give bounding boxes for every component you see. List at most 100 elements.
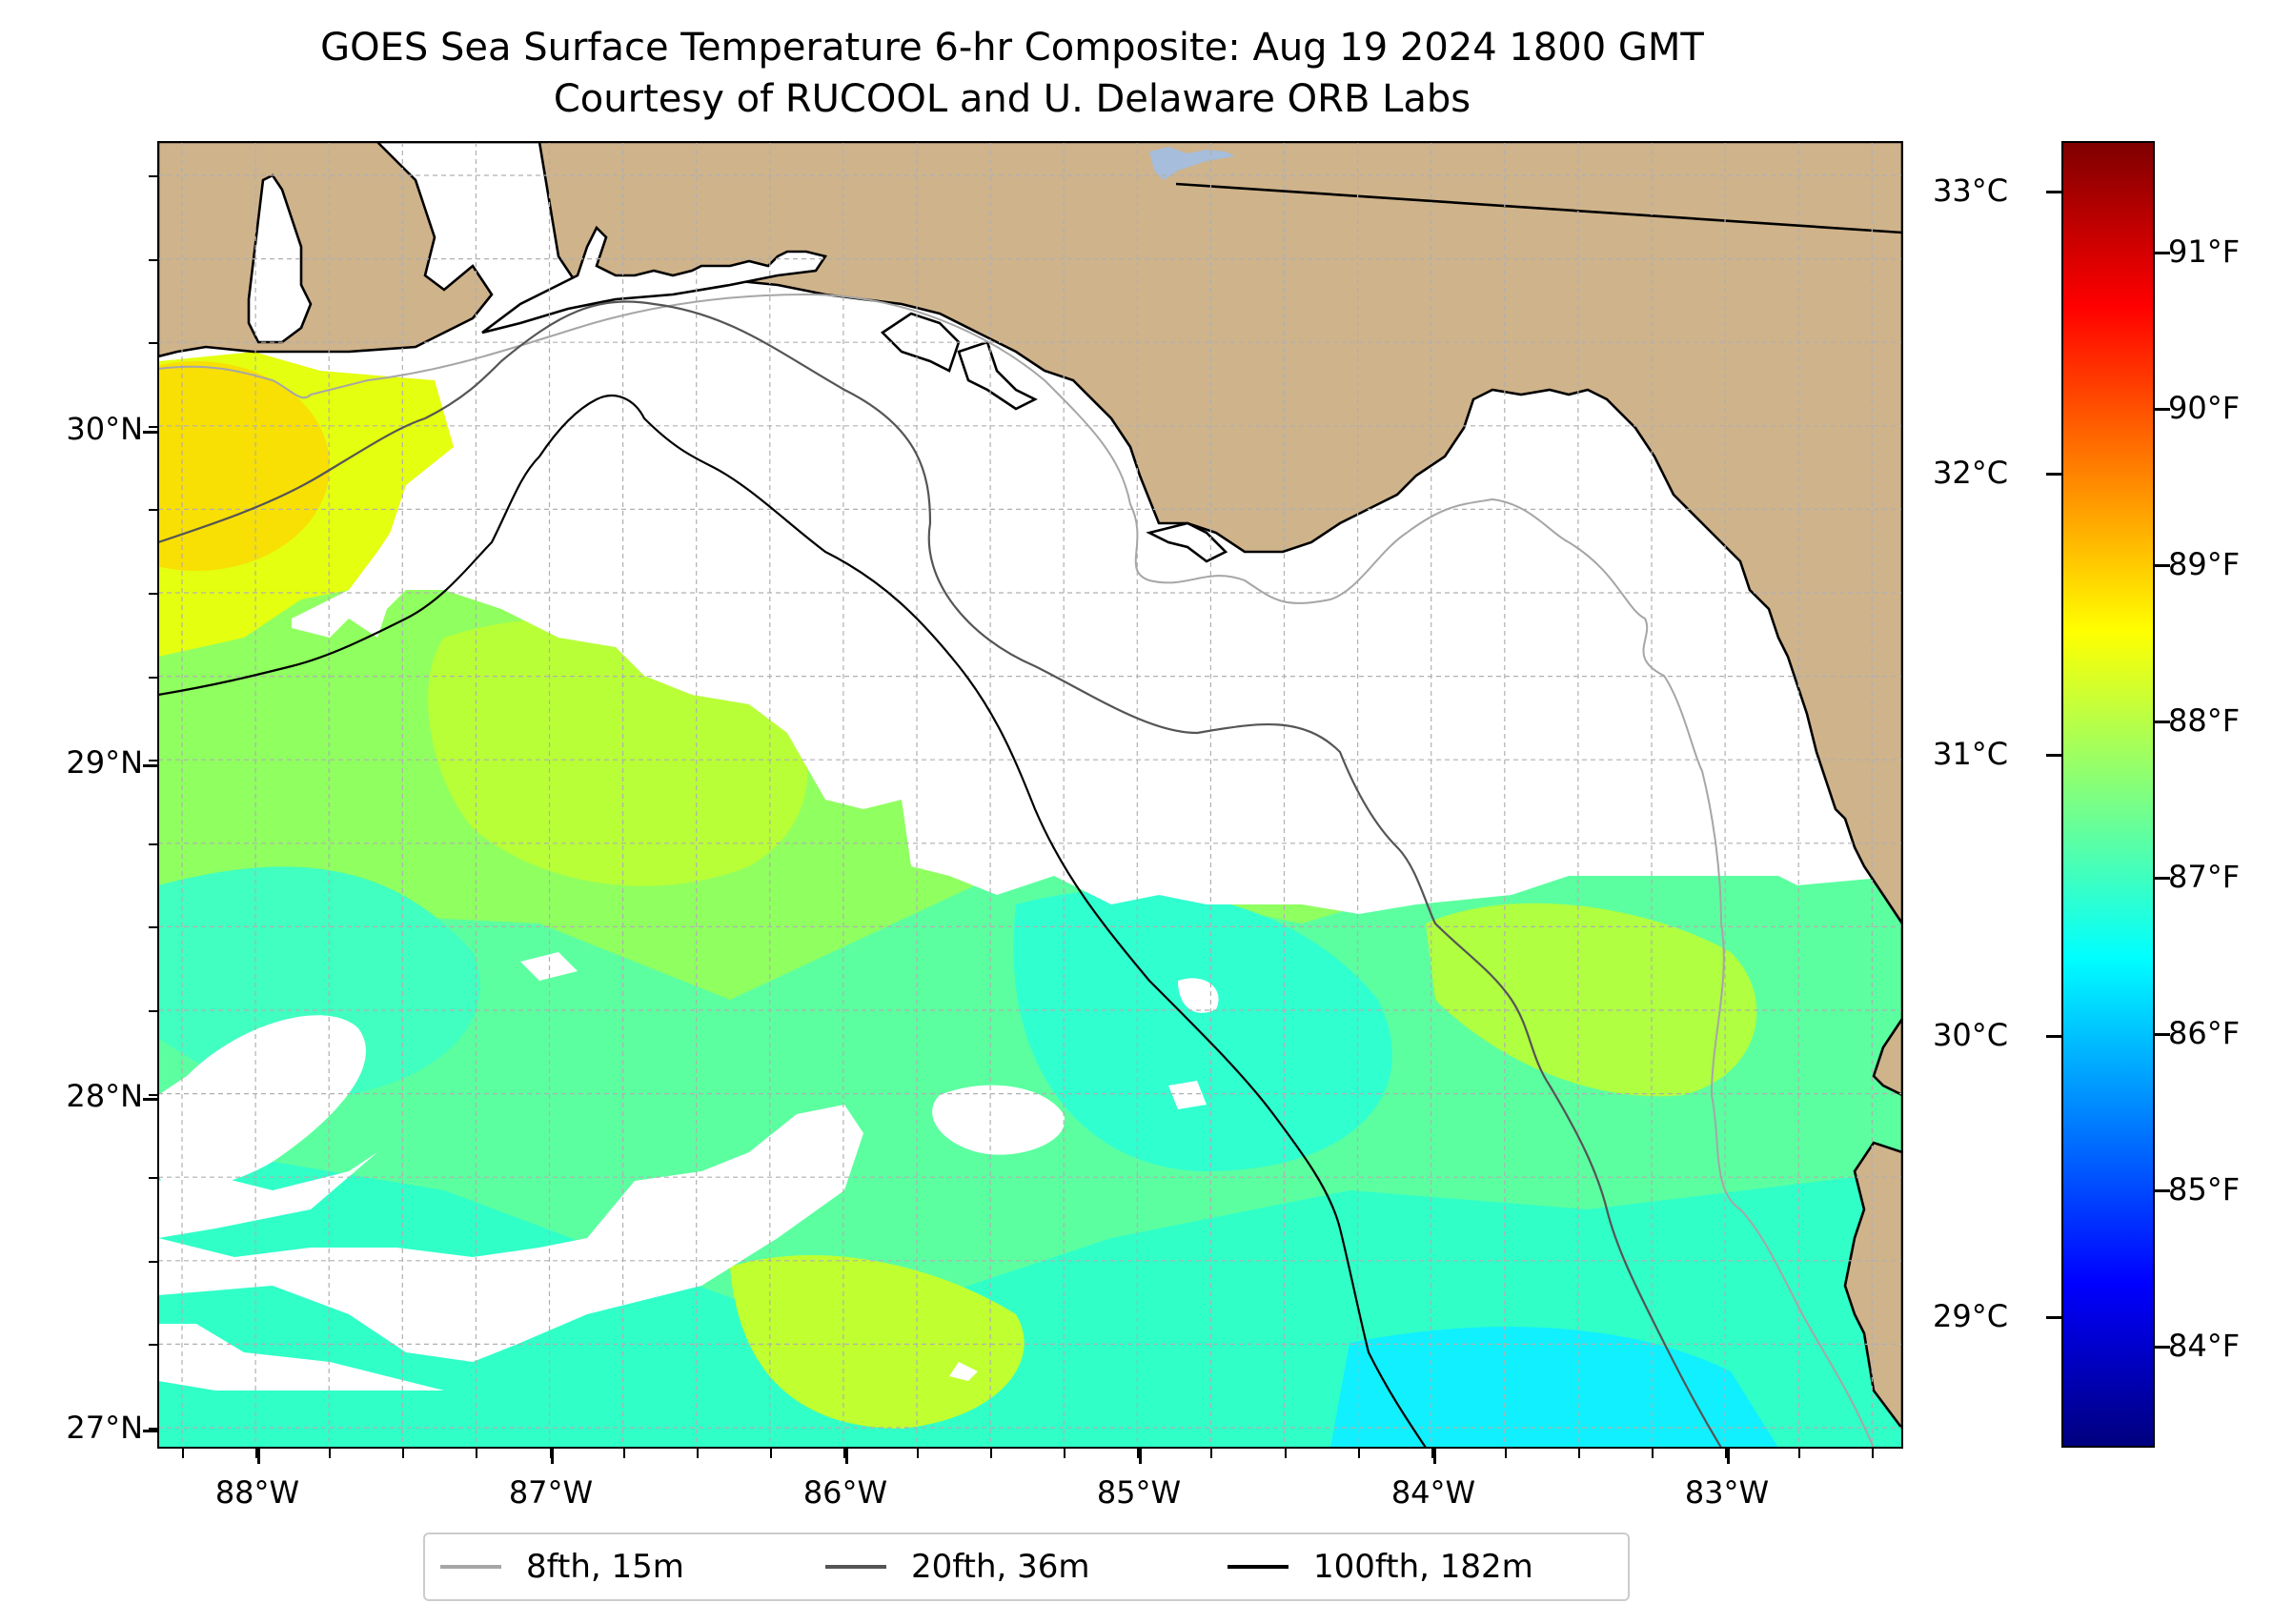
state-border [1175,182,1902,234]
lon-minor-tick [255,1449,258,1458]
colorbar-celsius-tick [2046,191,2061,193]
colorbar-fahrenheit-tick [2155,1189,2170,1192]
chart-subtitle: Courtesy of RUCOOL and U. Delaware ORB L… [553,77,1471,121]
cbar-label-88f: 88°F [2168,702,2241,739]
lon-minor-tick [476,1449,478,1458]
sst-cool-zone [1013,889,1392,1171]
lon-major-tick [845,1449,848,1464]
lat-minor-tick [149,1010,158,1012]
lat-minor-tick [149,842,158,845]
lat-minor-tick [149,509,158,512]
gridlines [158,142,1902,1448]
lon-minor-tick [1137,1449,1140,1458]
lon-major-tick [1433,1449,1436,1464]
isobath-100fth [158,395,1427,1448]
no-data-region [1178,978,1219,1013]
lon-minor-tick [182,1449,184,1458]
lat-minor-tick [149,593,158,595]
lon-minor-tick [402,1449,405,1458]
legend-item-100fth: 100fth, 182m [1228,1534,1533,1599]
chart-title: GOES Sea Surface Temperature 6-hr Compos… [320,26,1704,70]
lon-minor-tick [1284,1449,1287,1458]
lon-minor-tick [1798,1449,1801,1458]
map-canvas [158,142,1902,1448]
lat-minor-tick [149,1428,158,1430]
lat-minor-tick [149,1093,158,1096]
lat-minor-tick [149,258,158,261]
lat-label-27n: 27°N [66,1410,143,1446]
lon-label-83w: 83°W [1684,1474,1770,1511]
lat-minor-tick [149,676,158,679]
lon-minor-tick [769,1449,772,1458]
no-data-region [158,1152,377,1238]
legend-swatch-20fth [825,1565,886,1569]
bay [880,312,961,373]
lon-label-87w: 87°W [508,1474,594,1511]
lon-minor-tick [1210,1449,1213,1458]
lat-label-28n: 28°N [66,1078,143,1114]
colorbar-fahrenheit-tick [2155,1033,2170,1036]
no-data-region [1168,1081,1207,1109]
colorbar [2061,141,2155,1448]
colorbar-celsius-tick [2046,473,2061,476]
legend-item-8fth: 8fth, 15m [440,1534,684,1599]
cbar-label-91f: 91°F [2168,233,2241,270]
isobath-8fth [158,293,1875,1448]
lat-major-tick [143,1430,158,1432]
colorbar-fahrenheit-tick [2155,408,2170,411]
colorbar-fahrenheit-tick [2155,252,2170,254]
cbar-label-32c: 32°C [1933,455,2009,491]
lon-minor-tick [1725,1449,1728,1458]
cbar-label-29c: 29°C [1933,1298,2009,1334]
lat-label-30n: 30°N [66,411,143,447]
lon-minor-tick [1357,1449,1360,1458]
lon-label-88w: 88°W [214,1474,300,1511]
lat-minor-tick [149,760,158,762]
lat-major-tick [143,1098,158,1101]
cbar-label-33c: 33°C [1933,173,2009,209]
bay [481,225,828,335]
lat-label-29n: 29°N [66,744,143,781]
lon-minor-tick [1064,1449,1066,1458]
lon-major-tick [1139,1449,1142,1464]
cbar-label-30c: 30°C [1933,1017,2009,1053]
no-data-region [158,1105,863,1362]
legend: 8fth, 15m 20fth, 36m 100fth, 182m [423,1533,1630,1601]
colorbar-fahrenheit-tick [2155,877,2170,880]
lat-minor-tick [149,342,158,345]
colorbar-celsius-tick [2046,1035,2061,1038]
cbar-label-86f: 86°F [2168,1015,2241,1051]
legend-swatch-100fth [1228,1565,1289,1569]
cbar-label-84f: 84°F [2168,1328,2241,1364]
lon-minor-tick [1652,1449,1654,1458]
isobath-20fth [158,300,1722,1448]
cbar-label-87f: 87°F [2168,859,2241,895]
colorbar-fahrenheit-tick [2155,564,2170,567]
sst-warm-zone [1426,903,1757,1097]
lon-minor-tick [990,1449,993,1458]
lon-minor-tick [1872,1449,1875,1458]
lat-minor-tick [149,1177,158,1180]
lon-major-tick [1727,1449,1730,1464]
lon-label-84w: 84°W [1390,1474,1476,1511]
lat-major-tick [143,764,158,767]
colorbar-celsius-tick [2046,754,2061,757]
lon-minor-tick [842,1449,845,1458]
lat-minor-tick [149,425,158,428]
map-panel [158,142,1902,1448]
lon-major-tick [551,1449,554,1464]
lon-minor-tick [696,1449,699,1458]
lon-major-tick [257,1449,260,1464]
cbar-label-89f: 89°F [2168,546,2241,582]
lat-minor-tick [149,1344,158,1347]
sst-warm-zone [730,1255,1025,1429]
no-data-region [932,1085,1065,1155]
lon-minor-tick [549,1449,552,1458]
lon-label-85w: 85°W [1096,1474,1182,1511]
lon-minor-tick [1504,1449,1507,1458]
lake [1149,147,1235,180]
legend-label-20fth: 20fth, 36m [911,1548,1090,1586]
lon-minor-tick [1577,1449,1580,1458]
legend-item-20fth: 20fth, 36m [825,1534,1090,1599]
